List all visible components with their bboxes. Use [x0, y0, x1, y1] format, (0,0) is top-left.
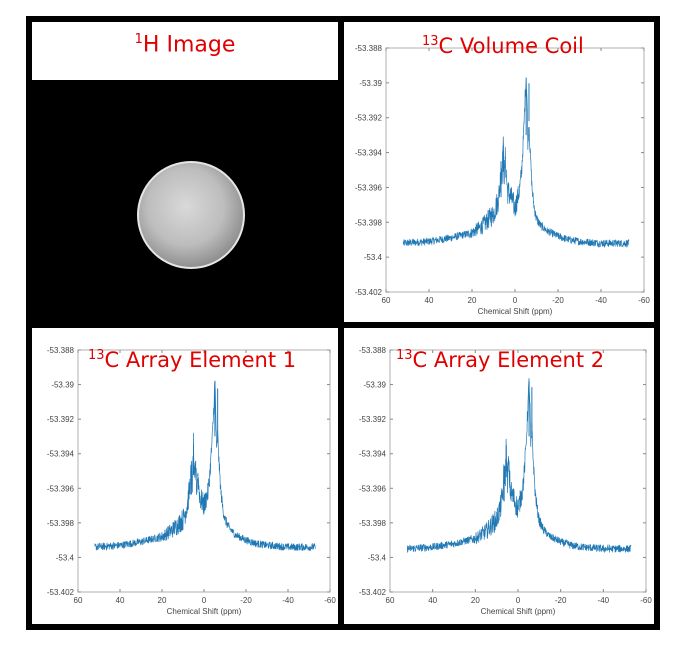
- x-tick-label: -20: [552, 296, 564, 305]
- y-tick-label: -53.394: [359, 450, 387, 459]
- array-element-2-panel: -53.388 -53.39 -53.392 -53.394 -53.396 -53.39…: [344, 328, 654, 624]
- y-tick-label: -53.392: [359, 415, 387, 424]
- x-tick-label: 0: [516, 596, 521, 605]
- spectrum-line: [402, 80, 630, 248]
- x-tick-label: -40: [282, 596, 294, 605]
- h1-title-superscript: 1: [134, 32, 143, 47]
- x-tick-label: 0: [202, 596, 207, 605]
- x-tick-label: -20: [240, 596, 252, 605]
- y-tick-label: -53.388: [355, 44, 383, 53]
- y-tick-label: -53.388: [47, 346, 75, 355]
- x-tick-label: -60: [324, 596, 336, 605]
- x-tick-label: 40: [428, 596, 437, 605]
- array-element-2-chart: -53.388 -53.39 -53.392 -53.394 -53.396 -53.39…: [359, 346, 652, 616]
- y-tick-label: -53.402: [47, 588, 75, 597]
- array-element-1-title-superscript: 13: [88, 348, 105, 363]
- volume-coil-chart: -53.388 -53.39 -53.392 -53.394 -53.396 -53.39…: [355, 44, 650, 316]
- plot-area: [389, 349, 647, 593]
- y-tick-label: -53.39: [51, 381, 74, 390]
- volume-coil-title-text: C Volume Coil: [438, 34, 584, 58]
- y-tick-label: -53.4: [368, 553, 387, 562]
- x-tick-label: 20: [158, 596, 167, 605]
- plot-area: [77, 349, 331, 593]
- y-tick-label: -53.394: [47, 450, 75, 459]
- h1-phantom-image: [137, 161, 245, 269]
- x-axis-label: Chemical Shift (ppm): [167, 607, 242, 616]
- array-element-1-panel: -53.388 -53.39 -53.392 -53.394 -53.396 -53.39…: [32, 328, 338, 624]
- spectrum-line: [94, 380, 316, 551]
- y-tick-label: -53.394: [355, 149, 383, 158]
- array-element-2-title-superscript: 13: [396, 348, 413, 363]
- y-tick-label: -53.39: [363, 381, 386, 390]
- y-tick-label: -53.388: [359, 346, 387, 355]
- x-tick-label: -60: [640, 596, 652, 605]
- phantom-disc: [137, 161, 245, 269]
- volume-coil-title: 13C Volume Coil: [422, 34, 584, 58]
- h1-title-text: H Image: [142, 32, 236, 58]
- x-tick-label: 20: [471, 596, 480, 605]
- array-element-1-chart: -53.388 -53.39 -53.392 -53.394 -53.396 -53.39…: [47, 346, 336, 616]
- x-tick-label: 60: [382, 296, 391, 305]
- x-tick-label: -40: [598, 596, 610, 605]
- h1-image-title: 1H Image: [32, 32, 338, 57]
- y-tick-label: -53.4: [56, 553, 75, 562]
- volume-coil-title-superscript: 13: [422, 34, 439, 49]
- y-tick-label: -53.402: [359, 588, 387, 597]
- y-tick-label: -53.402: [355, 288, 383, 297]
- spectrum-line: [406, 378, 632, 554]
- x-axis-label: Chemical Shift (ppm): [478, 307, 553, 316]
- figure-frame: 1H Image -53.388 -53.39 -53.392 -53.394 -53.…: [26, 16, 660, 630]
- x-tick-label: 60: [386, 596, 395, 605]
- x-tick-label: -40: [595, 296, 607, 305]
- h1-title-box: [32, 22, 338, 80]
- volume-coil-panel: -53.388 -53.39 -53.392 -53.394 -53.396 -53.39…: [344, 22, 654, 322]
- x-tick-label: -20: [555, 596, 567, 605]
- y-tick-label: -53.392: [47, 415, 75, 424]
- y-tick-label: -53.398: [355, 218, 383, 227]
- y-tick-label: -53.398: [359, 519, 387, 528]
- y-tick-label: -53.396: [359, 484, 387, 493]
- y-tick-label: -53.39: [359, 79, 382, 88]
- y-tick-label: -53.396: [355, 183, 383, 192]
- array-element-1-title-text: C Array Element 1: [104, 348, 297, 372]
- array-element-1-title: 13C Array Element 1: [88, 348, 296, 372]
- x-tick-label: 0: [513, 296, 518, 305]
- plot-area: [385, 47, 645, 293]
- array-element-2-title-text: C Array Element 2: [412, 348, 605, 372]
- x-axis-label: Chemical Shift (ppm): [481, 607, 556, 616]
- y-tick-label: -53.392: [355, 114, 383, 123]
- x-tick-label: 60: [74, 596, 83, 605]
- h1-image-panel: 1H Image: [32, 22, 338, 322]
- array-element-2-title: 13C Array Element 2: [396, 348, 604, 372]
- x-tick-label: 20: [468, 296, 477, 305]
- y-tick-label: -53.398: [47, 519, 75, 528]
- x-tick-label: 40: [116, 596, 125, 605]
- x-tick-label: 40: [425, 296, 434, 305]
- x-tick-label: -60: [638, 296, 650, 305]
- y-tick-label: -53.396: [47, 484, 75, 493]
- y-tick-label: -53.4: [364, 253, 383, 262]
